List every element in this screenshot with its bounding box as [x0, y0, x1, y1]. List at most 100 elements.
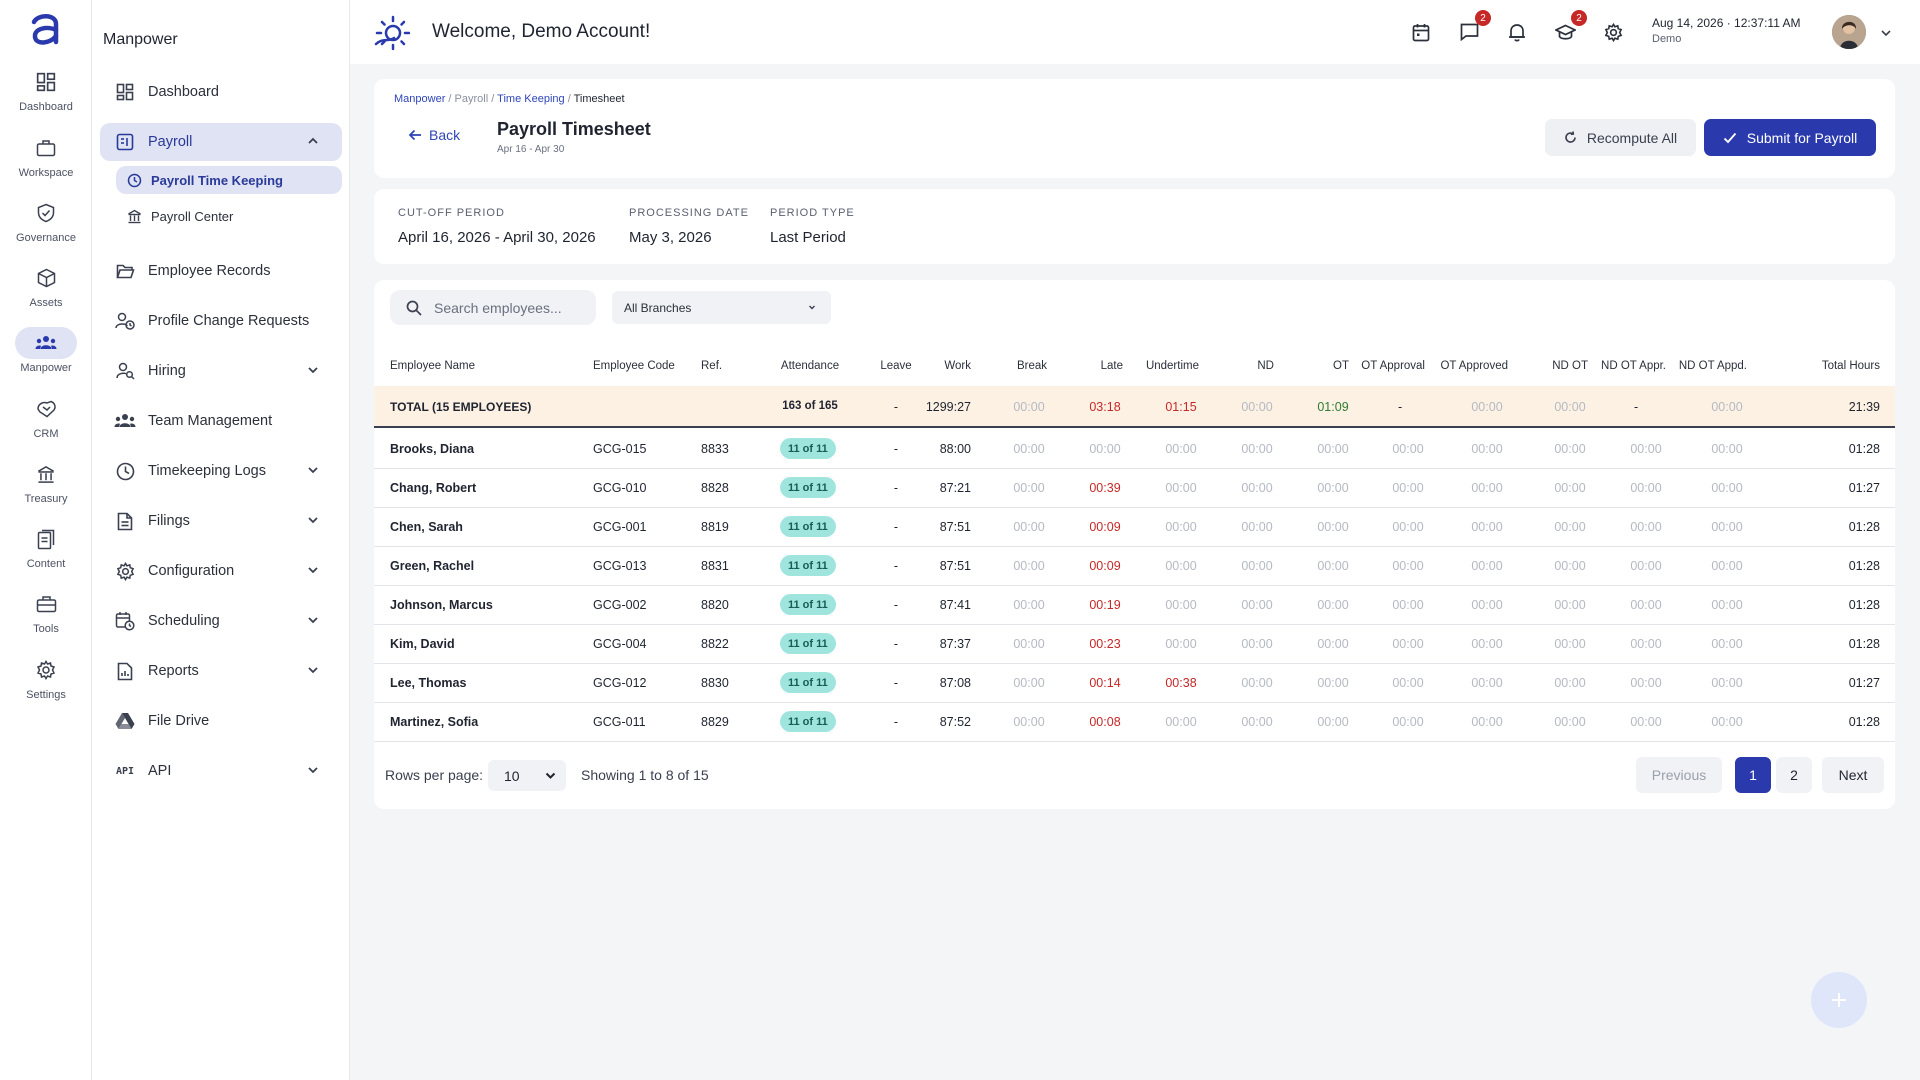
column-header[interactable]: ND [1257, 360, 1274, 372]
breadcrumb-time-keeping[interactable]: Time Keeping [497, 93, 565, 105]
settings-gear-icon[interactable] [1601, 20, 1625, 44]
cell-ot: 00:00 [1317, 559, 1349, 573]
search-input[interactable] [434, 299, 584, 316]
back-button[interactable]: Back [408, 127, 460, 143]
rail-item-tools[interactable]: Tools [0, 588, 92, 635]
cell-ot-approved: 00:00 [1471, 442, 1503, 456]
column-header[interactable]: Work [944, 360, 971, 372]
page-2-button[interactable]: 2 [1776, 757, 1812, 793]
cell-undertime: 00:00 [1165, 481, 1197, 495]
column-header[interactable]: Ref. [701, 360, 723, 372]
chevron-down-icon [306, 513, 320, 531]
bell-icon[interactable] [1505, 20, 1529, 44]
chevron-down-icon[interactable] [1874, 21, 1898, 45]
recompute-all-button[interactable]: Recompute All [1545, 119, 1696, 156]
column-header[interactable]: Employee Code [593, 360, 675, 372]
messages-icon[interactable]: 2 [1457, 10, 1491, 44]
nav-item-payroll-time-keeping[interactable]: Payroll Time Keeping [116, 166, 342, 194]
page-1-button[interactable]: 1 [1735, 757, 1771, 793]
cell-ot-approved: 00:00 [1471, 598, 1503, 612]
cell-break: 00:00 [1013, 520, 1045, 534]
app-logo[interactable] [26, 10, 66, 50]
rail-item-governance[interactable]: Governance [0, 197, 92, 244]
table-row[interactable] [374, 664, 1895, 703]
nav-item-employee-records[interactable]: Employee Records [100, 252, 342, 290]
nav-item-hiring[interactable]: Hiring [100, 352, 342, 390]
rail-item-treasury[interactable]: Treasury [0, 458, 92, 505]
table-row[interactable] [374, 430, 1895, 469]
employee-search[interactable] [390, 290, 596, 325]
graduation-cap-icon[interactable]: 2 [1553, 10, 1587, 44]
nav-item-payroll[interactable]: Payroll [100, 123, 342, 161]
column-header[interactable]: Leave [880, 360, 912, 372]
breadcrumb-timesheet: Timesheet [573, 93, 625, 105]
cell-ref: 8822 [701, 637, 729, 651]
avatar[interactable] [1832, 15, 1866, 49]
cell-ot-approved: 00:00 [1471, 637, 1503, 651]
branch-select[interactable]: All Branches [612, 291, 831, 324]
cell-ot-approval: 00:00 [1392, 715, 1424, 729]
rows-per-page-select[interactable]: 10 [488, 760, 566, 791]
rail-label: Dashboard [19, 101, 73, 113]
column-header[interactable]: ND OT Appd. [1678, 360, 1747, 372]
nav-item-timekeeping-logs[interactable]: Timekeeping Logs [100, 452, 342, 490]
table-row[interactable] [374, 547, 1895, 586]
table-row[interactable] [374, 586, 1895, 625]
cell-nd-ot-appd: 00:00 [1711, 481, 1743, 495]
cell-nd-ot-appd: 00:00 [1711, 715, 1743, 729]
chevron-down-icon [306, 363, 320, 381]
cell-ot: 00:00 [1317, 676, 1349, 690]
showing-range: Showing 1 to 8 of 15 [581, 767, 709, 783]
column-header[interactable]: OT Approval [1361, 360, 1425, 372]
nav-item-filings[interactable]: Filings [100, 502, 342, 540]
cell-name: Green, Rachel [390, 559, 475, 573]
table-row[interactable] [374, 508, 1895, 547]
cell-attendance: 11 of 11 [780, 633, 836, 654]
rail-item-crm[interactable]: CRM [0, 393, 92, 440]
rail-item-content[interactable]: Content [0, 523, 92, 570]
table-row[interactable] [374, 469, 1895, 508]
cell-ot-approved: 00:00 [1471, 520, 1503, 534]
rail-item-manpower[interactable]: Manpower [0, 327, 92, 374]
submit-for-payroll-button[interactable]: Submit for Payroll [1704, 119, 1876, 156]
nav-item-scheduling[interactable]: Scheduling [100, 602, 342, 640]
nav-item-team-management[interactable]: Team Management [100, 402, 342, 440]
total-late: 03:18 [1089, 400, 1121, 414]
total-total-hours: 21:39 [1848, 400, 1880, 414]
rail-item-dashboard[interactable]: Dashboard [0, 66, 92, 113]
calendar-icon[interactable] [1409, 20, 1433, 44]
column-header[interactable]: Total Hours [1821, 360, 1880, 372]
nav-item-payroll-center[interactable]: Payroll Center [116, 202, 342, 230]
column-header[interactable]: Employee Name [390, 360, 476, 372]
previous-page-button[interactable]: Previous [1636, 757, 1722, 793]
timesheet-card [374, 280, 1895, 809]
column-header[interactable]: Attendance [780, 360, 840, 372]
column-header[interactable]: Late [1100, 360, 1123, 372]
cell-nd-ot-appd: 00:00 [1711, 520, 1743, 534]
rail-item-assets[interactable]: Assets [0, 262, 92, 309]
nav-item-file-drive[interactable]: File Drive [100, 702, 342, 740]
top-header: Welcome, Demo Account! 2 2 Aug 14, 2026 … [350, 0, 1920, 64]
column-header[interactable]: ND OT Appr. [1601, 360, 1666, 372]
column-header[interactable]: ND OT [1552, 360, 1588, 372]
cell-nd-ot-appr: 00:00 [1630, 559, 1662, 573]
cell-nd-ot-appd: 00:00 [1711, 676, 1743, 690]
cell-work: 87:41 [939, 598, 971, 612]
column-header[interactable]: OT [1333, 360, 1349, 372]
nav-item-reports[interactable]: Reports [100, 652, 342, 690]
next-page-button[interactable]: Next [1822, 757, 1884, 793]
floating-add-button[interactable] [1811, 972, 1867, 1028]
column-header[interactable]: Undertime [1145, 360, 1199, 372]
breadcrumb-manpower[interactable]: Manpower [394, 93, 446, 105]
rail-item-settings[interactable]: Settings [0, 654, 92, 701]
nav-item-profile-change-requests[interactable]: Profile Change Requests [100, 302, 342, 340]
table-row[interactable] [374, 625, 1895, 664]
plus-icon [1832, 993, 1846, 1007]
nav-item-dashboard[interactable]: Dashboard [100, 73, 342, 111]
column-header[interactable]: OT Approved [1440, 360, 1508, 372]
rail-item-workspace[interactable]: Workspace [0, 132, 92, 179]
column-header[interactable]: Break [1016, 360, 1047, 372]
table-row[interactable] [374, 703, 1895, 742]
nav-item-api[interactable]: API API [100, 752, 342, 790]
nav-item-configuration[interactable]: Configuration [100, 552, 342, 590]
